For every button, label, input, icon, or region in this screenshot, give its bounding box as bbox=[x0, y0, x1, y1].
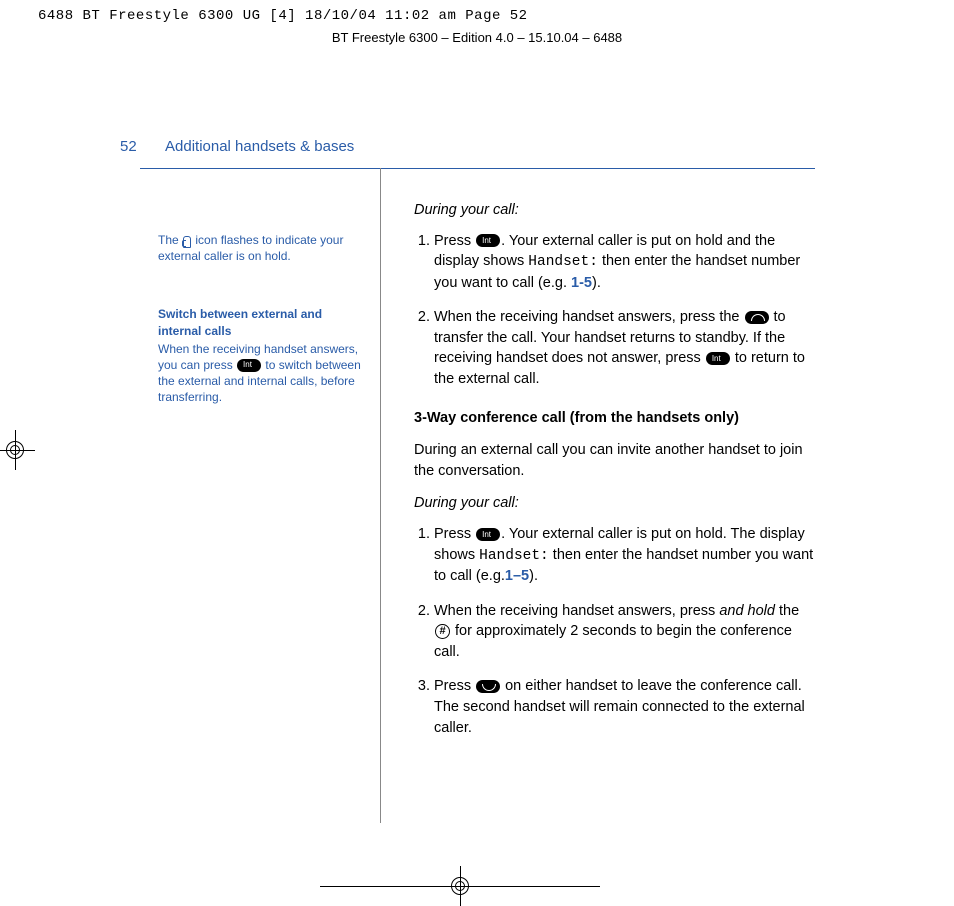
t: Press bbox=[434, 526, 475, 542]
emphasis: and hold bbox=[719, 603, 775, 619]
int-button-icon bbox=[476, 234, 500, 247]
during-call-label: During your call: bbox=[414, 493, 819, 514]
display-text: Handset: bbox=[479, 548, 549, 564]
int-button-icon bbox=[476, 528, 500, 541]
t: the bbox=[775, 603, 799, 619]
registration-mark-bottom bbox=[440, 866, 480, 906]
step-2: When the receiving handset answers, pres… bbox=[434, 601, 819, 663]
hash-button-icon: # bbox=[435, 624, 450, 639]
edition-line: BT Freestyle 6300 – Edition 4.0 – 15.10.… bbox=[0, 30, 954, 45]
t: When the receiving handset answers, pres… bbox=[434, 603, 719, 619]
transfer-steps: Press . Your external caller is put on h… bbox=[414, 231, 819, 390]
step-1: Press . Your external caller is put on h… bbox=[434, 524, 819, 587]
t: for approximately 2 seconds to begin the… bbox=[434, 623, 792, 660]
sidebar-note-hold-icon: The icon flashes to indicate your extern… bbox=[158, 232, 368, 264]
column-divider bbox=[380, 168, 381, 823]
t: Press bbox=[434, 233, 475, 249]
int-button-icon bbox=[706, 352, 730, 365]
note-text: The bbox=[158, 233, 182, 247]
t: ). bbox=[529, 568, 538, 584]
sidebar-notes: The icon flashes to indicate your extern… bbox=[158, 232, 368, 406]
during-call-label: During your call: bbox=[414, 200, 819, 221]
t: ). bbox=[592, 275, 601, 291]
talk-button-icon bbox=[745, 311, 769, 324]
step-2: When the receiving handset answers, pres… bbox=[434, 307, 819, 389]
step-1: Press . Your external caller is put on h… bbox=[434, 231, 819, 294]
handset-range: 1-5 bbox=[571, 275, 592, 291]
t: When the receiving handset answers, pres… bbox=[434, 309, 744, 325]
conference-intro: During an external call you can invite a… bbox=[414, 440, 819, 481]
header-rule bbox=[140, 168, 815, 169]
step-3: Press on either handset to leave the con… bbox=[434, 676, 819, 738]
crop-mark-info: 6488 BT Freestyle 6300 UG [4] 18/10/04 1… bbox=[38, 8, 528, 24]
registration-mark-left bbox=[0, 430, 35, 470]
t: Press bbox=[434, 678, 475, 694]
note-title: Switch between external and internal cal… bbox=[158, 306, 368, 338]
display-text: Handset: bbox=[528, 254, 598, 270]
conference-steps: Press . Your external caller is put on h… bbox=[414, 524, 819, 738]
main-content: During your call: Press . Your external … bbox=[414, 200, 819, 756]
section-title: Additional handsets & bases bbox=[165, 138, 354, 155]
hold-icon bbox=[183, 236, 191, 248]
end-call-button-icon bbox=[476, 680, 500, 693]
conference-call-heading: 3-Way conference call (from the handsets… bbox=[414, 408, 819, 429]
page-number: 52 bbox=[120, 138, 137, 155]
int-button-icon bbox=[237, 359, 261, 372]
sidebar-note-switch-calls: Switch between external and internal cal… bbox=[158, 306, 368, 405]
handset-range: 1–5 bbox=[505, 568, 529, 584]
